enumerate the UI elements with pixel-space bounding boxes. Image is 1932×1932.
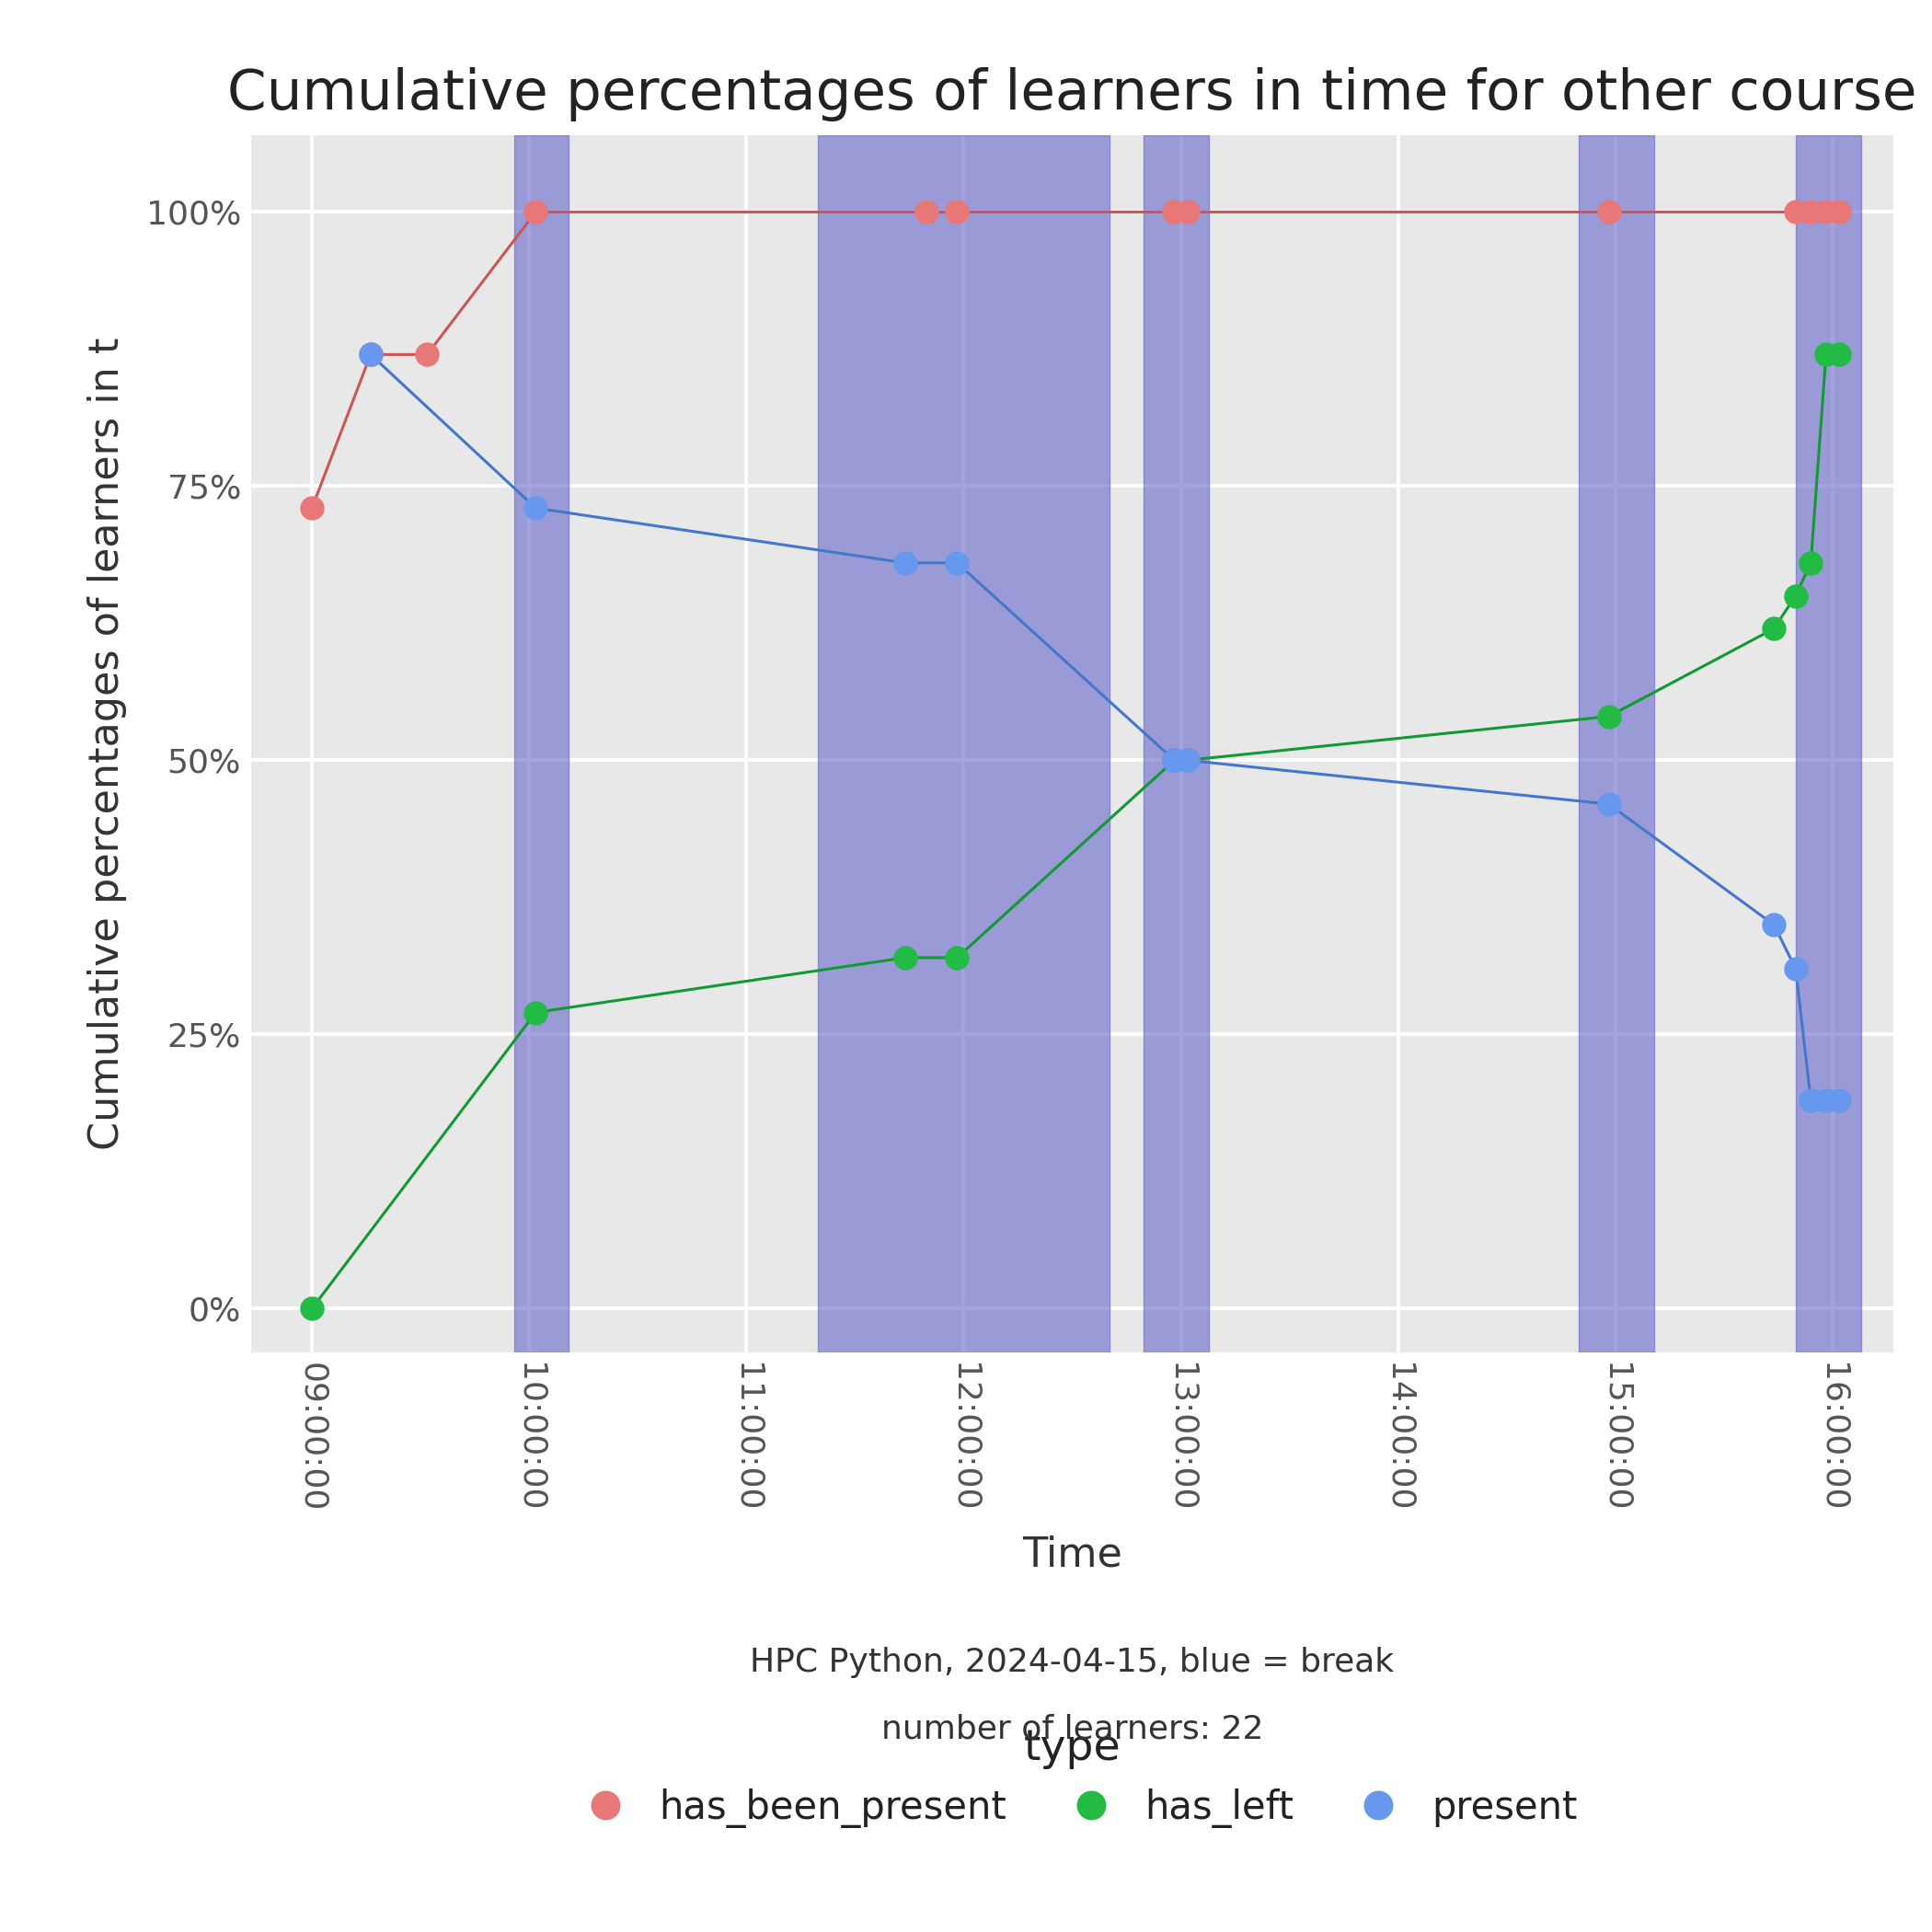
Bar [514, 135, 568, 1352]
Text: HPC Python, 2024-04-15, blue = break: HPC Python, 2024-04-15, blue = break [750, 1646, 1395, 1677]
X-axis label: Time: Time [1022, 1536, 1122, 1575]
Bar [1795, 135, 1861, 1352]
Y-axis label: Cumulative percentages of learners in t: Cumulative percentages of learners in t [87, 338, 128, 1150]
Title: Cumulative percentages of learners in time for other course: Cumulative percentages of learners in ti… [228, 68, 1917, 122]
Legend: has_been_present, has_left, present: has_been_present, has_left, present [553, 1712, 1592, 1843]
Text: number of learners: 22: number of learners: 22 [881, 1714, 1264, 1745]
Bar [817, 135, 1109, 1352]
Bar [1144, 135, 1209, 1352]
Bar [1578, 135, 1654, 1352]
